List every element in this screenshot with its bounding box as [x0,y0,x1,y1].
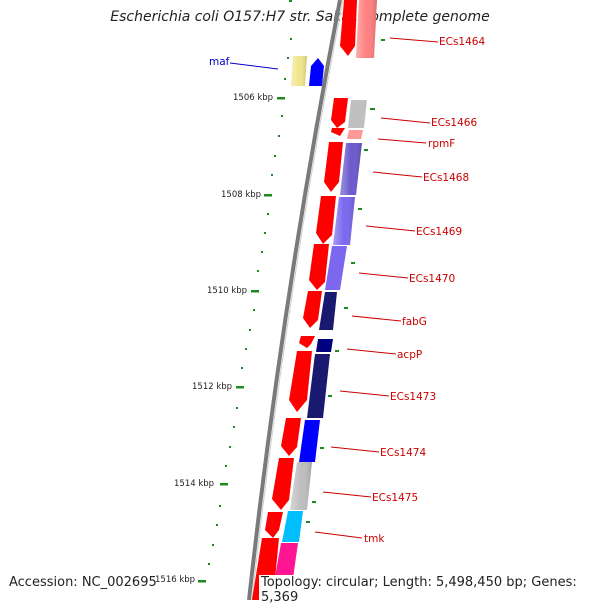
tick-label: 1512 kbp [192,382,232,392]
accession-text: Accession: NC_002695 [9,575,157,590]
gene-label-ECs1464[interactable]: ECs1464 [439,36,485,48]
cds-arrow-ECs1464 [340,0,357,56]
gene-label-acpP[interactable]: acpP [397,349,422,361]
gene-label-ECs1474[interactable]: ECs1474 [380,447,426,459]
cds-arrow-ECs1470 [309,244,329,290]
strand-ticks [306,39,385,523]
gc-dots [208,0,292,565]
tick-label: 1510 kbp [207,286,247,296]
cds-arrow-ECs1475 [272,458,294,510]
gene-label-ECs1469[interactable]: ECs1469 [416,226,462,238]
cds-arrow-ECs1473 [289,351,312,412]
kbp-ticks [198,97,285,583]
cds-forward-track [252,0,357,600]
gene-label-ECs1466[interactable]: ECs1466 [431,117,477,129]
cds-arrow-fabG [303,291,322,328]
cds-arrow-ECs1474 [281,418,301,456]
gene-label-maf[interactable]: maf [209,56,230,68]
tick-label: 1508 kbp [221,190,261,200]
tick-label: 1516 kbp [155,575,195,585]
maf-cds-arrow [309,58,324,86]
maf-cog-block [291,56,307,86]
gene-label-ECs1473[interactable]: ECs1473 [390,391,436,403]
gene-maf[interactable] [291,56,324,86]
label-leaders [229,37,439,539]
cog-track [271,0,377,600]
genome-backbone [247,0,342,600]
gene-label-rpmF[interactable]: rpmF [428,138,455,150]
cds-arrow-rpmF [331,128,345,136]
gene-label-fabG[interactable]: fabG [402,316,427,328]
cds-arrow-ECs1468 [324,142,343,192]
cds-arrow-tmk [265,512,283,538]
tick-label: 1514 kbp [174,479,214,489]
gene-labels: maf ECs1464 ECs1466 rpmF ECs1468 ECs1469… [209,36,485,545]
cds-arrow-ECs1466 [331,98,348,128]
genome-summary-text: Topology: circular; Length: 5,498,450 bp… [259,575,600,605]
cds-arrow-ECs1469 [316,196,336,244]
kbp-tick-labels: 1506 kbp 1508 kbp 1510 kbp 1512 kbp 1514… [155,93,273,585]
gene-label-tmk[interactable]: tmk [364,533,385,545]
gene-label-ECs1475[interactable]: ECs1475 [372,492,418,504]
gene-label-ECs1470[interactable]: ECs1470 [409,273,455,285]
gene-label-ECs1468[interactable]: ECs1468 [423,172,469,184]
cds-arrow-acpP [299,336,315,348]
genome-backbone-inner [251,0,344,600]
tick-label: 1506 kbp [233,93,273,103]
map-title: Escherichia coli O157:H7 str. Sakai, com… [110,9,490,25]
